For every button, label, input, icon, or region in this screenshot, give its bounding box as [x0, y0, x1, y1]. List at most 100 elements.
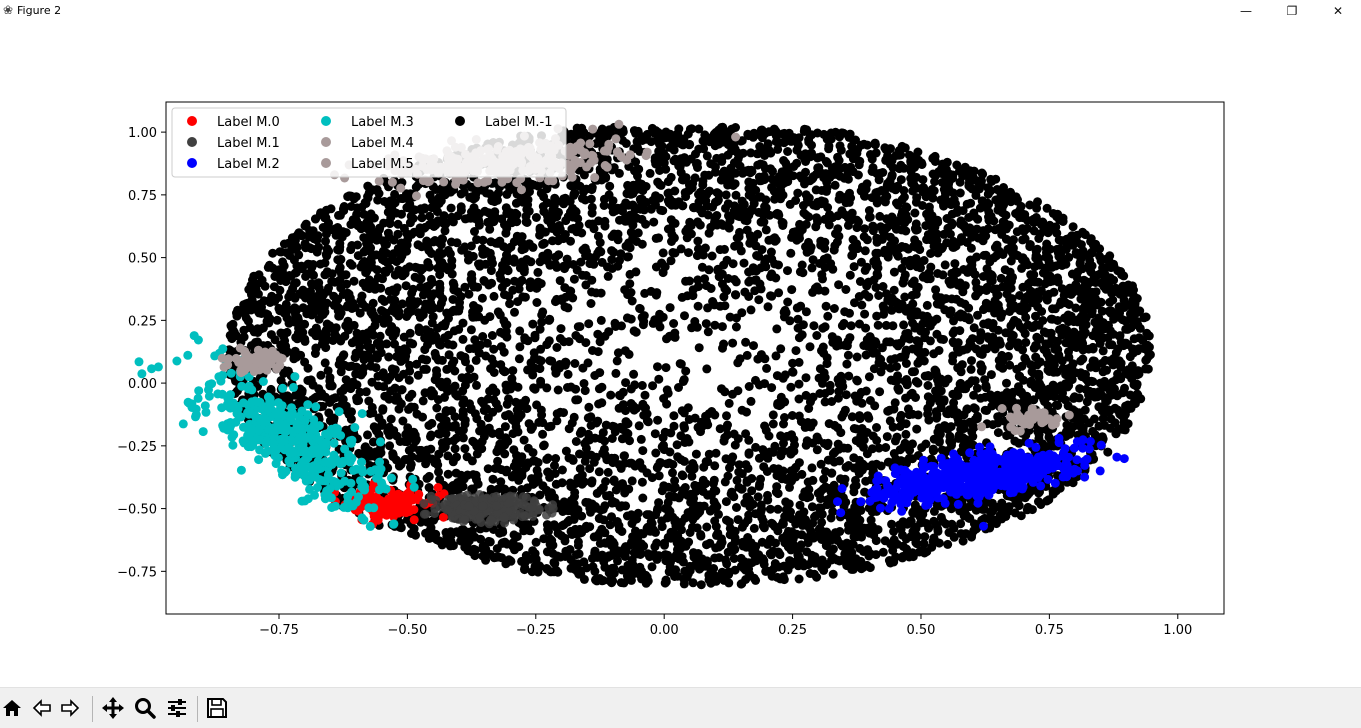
scatter-point	[913, 147, 923, 157]
scatter-point	[329, 291, 339, 301]
scatter-point	[396, 238, 406, 248]
scatter-point	[321, 236, 330, 246]
scatter-point	[758, 210, 768, 220]
scatter-point	[517, 471, 527, 481]
scatter-point	[444, 350, 454, 360]
scatter-point	[470, 207, 480, 216]
scatter-point	[591, 288, 601, 298]
scatter-point	[850, 391, 860, 401]
minimize-button[interactable]: —	[1240, 4, 1252, 18]
scatter-point	[528, 546, 538, 556]
scatter-point	[912, 424, 922, 434]
scatter-point	[746, 305, 756, 315]
scatter-point	[771, 273, 781, 283]
scatter-point	[531, 213, 541, 222]
scatter-point	[372, 283, 382, 292]
scatter-point	[823, 203, 833, 212]
scatter-point	[910, 208, 920, 218]
scatter-point	[663, 132, 672, 142]
scatter-point	[810, 512, 819, 522]
scatter-point	[739, 258, 749, 268]
maximize-button[interactable]: ❐	[1286, 4, 1298, 18]
scatter-point	[833, 211, 843, 221]
scatter-point	[482, 404, 492, 414]
scatter-point	[493, 484, 503, 494]
scatter-point	[696, 427, 705, 437]
scatter-point	[312, 244, 322, 254]
scatter-point	[631, 128, 641, 138]
scatter-point	[742, 350, 752, 360]
scatter-point	[996, 273, 1006, 283]
scatter-point	[426, 444, 436, 454]
scatter-point	[836, 371, 846, 381]
scatter-point	[521, 463, 531, 473]
scatter-point	[1106, 414, 1116, 424]
scatter-point	[480, 276, 490, 286]
scatter-point	[786, 507, 795, 517]
scatter-point	[508, 366, 518, 376]
scatter-point	[561, 261, 571, 271]
scatter-point	[994, 336, 1004, 346]
scatter-point	[518, 292, 528, 302]
scatter-point	[819, 474, 829, 484]
scatter-point	[507, 374, 517, 384]
scatter-point	[555, 407, 565, 417]
scatter-point	[841, 390, 851, 400]
scatter-point	[798, 268, 808, 278]
scatter-point	[956, 529, 966, 539]
scatter-point	[967, 356, 976, 366]
scatter-point	[468, 470, 478, 480]
scatter-point	[663, 504, 673, 514]
scatter-point	[342, 302, 352, 312]
scatter-point	[763, 539, 773, 549]
scatter-point	[390, 189, 400, 199]
scatter-point	[984, 187, 994, 197]
scatter-point	[538, 429, 548, 439]
scatter-point	[438, 414, 448, 424]
scatter-point	[1120, 425, 1130, 435]
scatter-point	[597, 382, 607, 392]
scatter-point	[447, 256, 457, 266]
scatter-point	[673, 535, 683, 545]
scatter-point	[711, 448, 721, 458]
scatter-point	[693, 236, 703, 246]
scatter-point	[532, 298, 542, 307]
scatter-point	[597, 257, 607, 267]
scatter-point	[768, 410, 778, 420]
close-button[interactable]: ✕	[1332, 4, 1344, 18]
scatter-point	[813, 435, 823, 445]
scatter-point	[566, 482, 576, 492]
scatter-point	[712, 502, 722, 512]
scatter-point	[637, 477, 647, 487]
scatter-point	[954, 418, 964, 428]
scatter-point	[466, 241, 476, 251]
scatter-point	[723, 274, 733, 283]
figure-canvas[interactable]: −0.75 −0.50 −0.25 0.00 0.25 0.50 0.75 1.00 −0.75…	[0, 22, 1361, 687]
scatter-point	[1020, 234, 1030, 244]
scatter-point	[681, 226, 691, 236]
scatter-point	[955, 188, 965, 198]
scatter-point	[301, 272, 311, 281]
scatter-point	[346, 414, 356, 424]
scatter-point	[449, 326, 459, 336]
scatter-point	[595, 337, 605, 347]
scatter-point	[975, 335, 985, 345]
scatter-point	[583, 358, 593, 368]
scatter-point	[855, 411, 864, 421]
scatter-point	[1105, 423, 1115, 433]
scatter-point	[605, 181, 615, 191]
scatter-point	[450, 366, 460, 376]
scatter-point	[843, 350, 853, 360]
scatter-point	[669, 319, 679, 328]
scatter-point	[882, 432, 892, 442]
scatter-point	[678, 377, 688, 386]
scatter-point	[873, 270, 883, 280]
scatter-point	[349, 276, 359, 286]
scatter-point	[892, 198, 901, 208]
scatter-point	[330, 330, 340, 339]
scatter-point	[736, 246, 746, 256]
scatter-point	[651, 233, 661, 243]
scatter-point	[1022, 505, 1032, 515]
scatter-point	[497, 265, 507, 275]
scatter-point	[747, 486, 757, 496]
